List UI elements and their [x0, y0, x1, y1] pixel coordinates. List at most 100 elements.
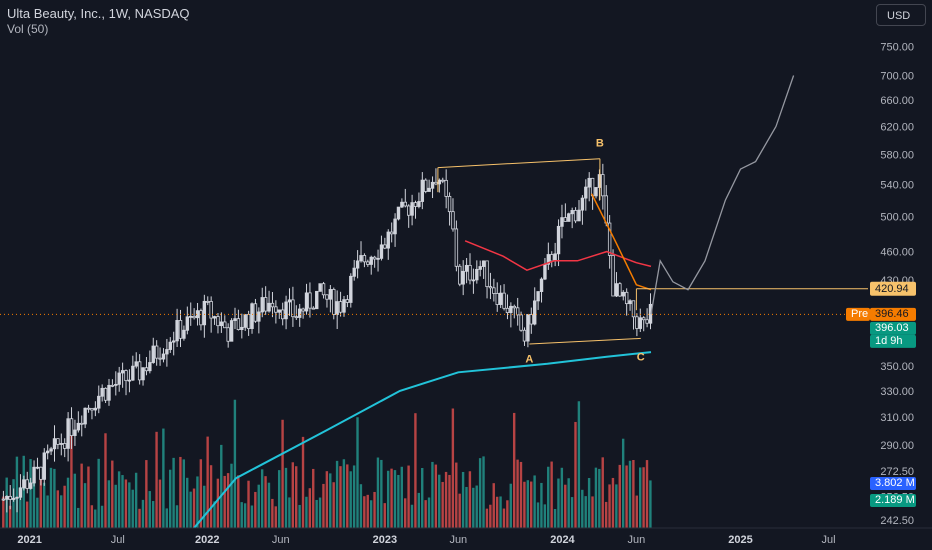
candle-body[interactable]	[175, 320, 179, 342]
candle-body[interactable]	[141, 367, 145, 381]
candle-body[interactable]	[584, 186, 588, 199]
candle-body[interactable]	[257, 311, 261, 322]
candle-body[interactable]	[287, 299, 292, 303]
candle-body[interactable]	[366, 261, 370, 265]
candle-body[interactable]	[144, 367, 149, 372]
candle-body[interactable]	[359, 255, 363, 262]
candle-body[interactable]	[22, 479, 26, 489]
candle-body[interactable]	[420, 179, 425, 202]
candle-body[interactable]	[280, 309, 285, 320]
candle-body[interactable]	[120, 370, 125, 374]
candle-body[interactable]	[645, 319, 649, 324]
candle-body[interactable]	[389, 231, 394, 235]
candle-body[interactable]	[86, 407, 91, 410]
candle-body[interactable]	[437, 179, 442, 185]
candle-body[interactable]	[471, 279, 476, 282]
candle-body[interactable]	[107, 384, 111, 401]
candle-body[interactable]	[369, 256, 373, 265]
candle-body[interactable]	[73, 429, 77, 436]
candle-body[interactable]	[451, 211, 455, 230]
candle-body[interactable]	[236, 318, 241, 331]
candle-body[interactable]	[80, 422, 84, 425]
candle-body[interactable]	[355, 260, 360, 269]
candle-body[interactable]	[444, 179, 448, 197]
candle-body[interactable]	[570, 210, 574, 215]
candle-body[interactable]	[447, 196, 452, 213]
candle-body[interactable]	[328, 289, 333, 300]
candle-body[interactable]	[315, 290, 319, 310]
candle-body[interactable]	[83, 407, 87, 425]
candle-body[interactable]	[536, 291, 540, 302]
candle-body[interactable]	[400, 201, 404, 208]
candle-body[interactable]	[209, 301, 213, 319]
candle-body[interactable]	[458, 265, 462, 285]
candle-body[interactable]	[430, 181, 435, 189]
candle-body[interactable]	[250, 303, 254, 329]
candle-body[interactable]	[260, 297, 264, 313]
candle-body[interactable]	[93, 407, 98, 411]
candle-body[interactable]	[505, 307, 510, 314]
candle-body[interactable]	[454, 228, 459, 267]
candle-body[interactable]	[32, 466, 36, 484]
candle-body[interactable]	[614, 283, 619, 297]
candle-body[interactable]	[291, 299, 295, 318]
candle-body[interactable]	[243, 314, 247, 328]
candle-body[interactable]	[277, 309, 281, 313]
candle-body[interactable]	[35, 466, 40, 469]
candle-body[interactable]	[372, 256, 377, 260]
candle-body[interactable]	[110, 384, 115, 387]
candle-body[interactable]	[573, 210, 578, 222]
candle-body[interactable]	[103, 387, 108, 401]
candle-body[interactable]	[270, 302, 275, 308]
candle-body[interactable]	[631, 300, 636, 318]
candle-body[interactable]	[178, 320, 183, 339]
candle-body[interactable]	[49, 448, 53, 452]
candle-body[interactable]	[253, 303, 258, 322]
candle-body[interactable]	[376, 257, 380, 260]
candle-body[interactable]	[76, 422, 81, 431]
candle-body[interactable]	[410, 202, 414, 216]
candle-body[interactable]	[546, 254, 551, 265]
candle-body[interactable]	[362, 255, 367, 263]
candle-body[interactable]	[127, 379, 132, 382]
candle-body[interactable]	[587, 177, 591, 188]
candle-body[interactable]	[335, 301, 339, 315]
candle-body[interactable]	[151, 345, 155, 363]
candle-body[interactable]	[393, 218, 397, 235]
candle-body[interactable]	[5, 495, 9, 500]
candle-body[interactable]	[492, 287, 496, 294]
candle-body[interactable]	[318, 283, 322, 292]
candle-body[interactable]	[628, 300, 632, 305]
candle-body[interactable]	[202, 300, 207, 326]
candle-body[interactable]	[498, 292, 503, 305]
candle-body[interactable]	[383, 244, 387, 249]
candle-body[interactable]	[325, 294, 329, 300]
candle-body[interactable]	[59, 443, 64, 445]
candle-body[interactable]	[39, 466, 43, 480]
candle-body[interactable]	[403, 201, 407, 207]
candle-body[interactable]	[137, 361, 142, 381]
candle-body[interactable]	[294, 316, 299, 319]
candle-body[interactable]	[495, 293, 499, 305]
candle-body[interactable]	[165, 349, 169, 355]
candle-body[interactable]	[192, 315, 196, 319]
candle-body[interactable]	[417, 201, 421, 207]
candle-body[interactable]	[154, 345, 159, 359]
candle-body[interactable]	[311, 307, 316, 310]
candle-body[interactable]	[332, 289, 336, 315]
candle-body[interactable]	[594, 187, 598, 197]
candle-body[interactable]	[539, 278, 544, 292]
candle-body[interactable]	[15, 496, 19, 499]
candle-body[interactable]	[406, 205, 411, 216]
candle-body[interactable]	[601, 174, 605, 197]
candle-body[interactable]	[550, 254, 554, 262]
candle-body[interactable]	[117, 372, 121, 385]
candle-body[interactable]	[543, 263, 547, 280]
candle-body[interactable]	[526, 314, 530, 342]
candle-body[interactable]	[97, 395, 101, 409]
candle-body[interactable]	[226, 327, 230, 342]
candle-body[interactable]	[124, 370, 128, 382]
candle-body[interactable]	[515, 307, 520, 316]
candle-body[interactable]	[349, 275, 353, 303]
candle-body[interactable]	[464, 264, 469, 272]
